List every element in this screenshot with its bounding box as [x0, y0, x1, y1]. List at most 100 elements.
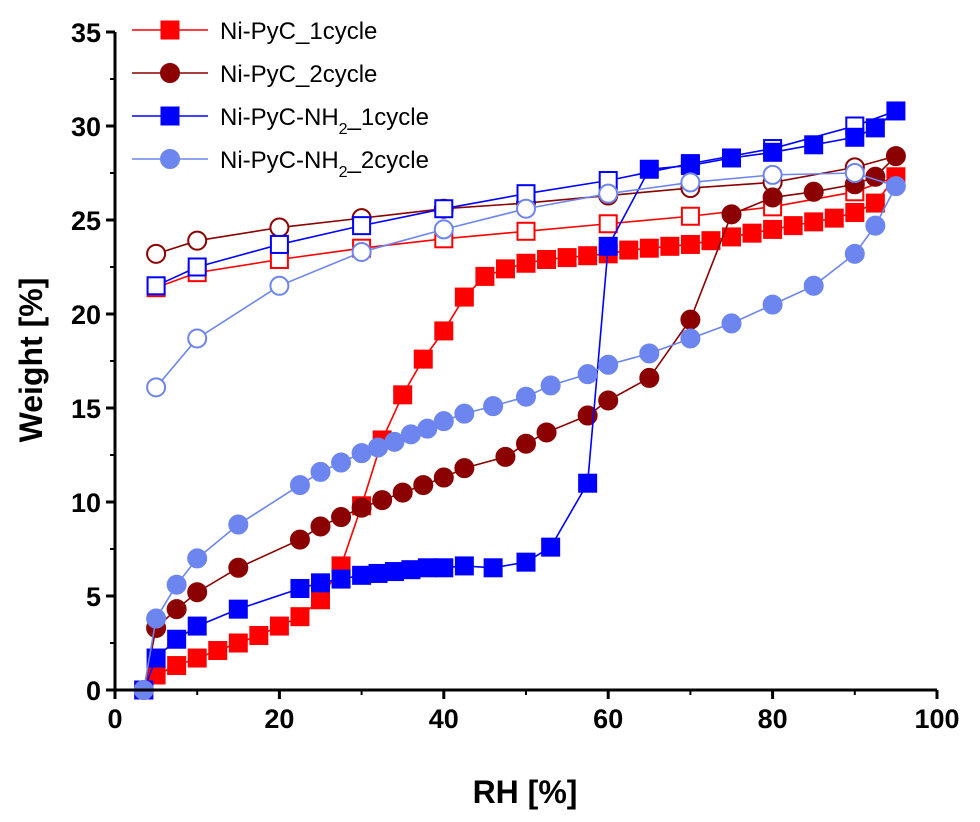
adsorption-point — [454, 458, 475, 479]
adsorption-point — [639, 238, 659, 258]
adsorption-point — [577, 364, 598, 385]
adsorption-point — [680, 155, 700, 175]
adsorption-point — [783, 216, 803, 236]
adsorption-point — [187, 548, 208, 569]
adsorption-point — [803, 181, 824, 202]
adsorption-point — [598, 236, 618, 256]
x-tick-label: 80 — [758, 704, 788, 734]
adsorption-point — [167, 656, 187, 676]
desorption-point — [351, 241, 372, 262]
adsorption-point — [762, 294, 783, 315]
adsorption-point — [454, 287, 474, 307]
adsorption-point — [331, 507, 352, 528]
adsorption-point — [368, 437, 389, 458]
adsorption-point — [413, 349, 433, 369]
legend-label: Ni-PyC_1cycle — [220, 18, 377, 45]
adsorption-point — [516, 552, 536, 572]
series-layer — [133, 101, 906, 700]
adsorption-point — [483, 396, 504, 417]
adsorption-point — [865, 193, 885, 213]
adsorption-point — [824, 208, 844, 228]
adsorption-point — [578, 246, 598, 266]
adsorption-point — [434, 558, 454, 578]
adsorption-point — [844, 243, 865, 264]
adsorption-point — [269, 616, 289, 636]
adsorption-point — [187, 616, 207, 636]
legend: Ni-PyC_1cycle Ni-PyC_2cycle Ni-PyC-NH2_1cy… — [132, 18, 429, 181]
desorption-point — [269, 234, 289, 254]
x-tick-label: 40 — [429, 704, 459, 734]
desorption-point — [434, 199, 454, 219]
adsorption-point — [351, 497, 372, 518]
adsorption-point — [865, 118, 885, 138]
legend-label: Ni-PyC_2cycle — [220, 61, 377, 88]
adsorption-point — [384, 431, 405, 452]
desorption-point — [187, 328, 208, 349]
adsorption-point — [393, 385, 413, 405]
adsorption-point — [577, 405, 598, 426]
desorption-point — [146, 377, 167, 398]
adsorption-point — [413, 475, 434, 496]
desorption-point — [352, 216, 372, 236]
adsorption-point — [208, 641, 228, 661]
adsorption-point — [434, 321, 454, 341]
x-tick-label: 60 — [593, 704, 623, 734]
adsorption-point — [146, 648, 166, 668]
adsorption-line — [143, 110, 897, 691]
adsorption-point — [187, 648, 207, 668]
adsorption-point — [331, 569, 351, 589]
desorption-point — [146, 243, 167, 264]
legend-label: Ni-PyC-NH2_1cycle — [220, 104, 429, 138]
desorption-point — [433, 219, 454, 240]
y-tick-label: 15 — [71, 394, 101, 424]
adsorption-point — [368, 563, 388, 583]
adsorption-point — [742, 223, 762, 243]
desorption-point — [762, 164, 783, 185]
adsorption-point — [516, 386, 536, 407]
desorption-point — [269, 275, 290, 296]
adsorption-point — [289, 529, 310, 550]
adsorption-point — [721, 204, 742, 225]
adsorption-point — [400, 424, 421, 445]
adsorption-point — [885, 176, 906, 197]
y-tick-label: 0 — [86, 676, 101, 706]
adsorption-point — [680, 234, 700, 254]
y-tick-label: 10 — [71, 488, 101, 518]
adsorption-point — [454, 403, 475, 424]
adsorption-point — [536, 422, 557, 443]
legend-item: Ni-PyC_1cycle — [132, 18, 377, 45]
adsorption-point — [763, 219, 783, 239]
x-tick-label: 0 — [107, 704, 122, 734]
x-tick-label: 100 — [914, 704, 959, 734]
desorption-point — [680, 206, 700, 226]
desorption-point — [844, 163, 865, 183]
x-axis-title: RH [%] — [473, 774, 578, 810]
legend-marker — [160, 106, 180, 126]
adsorption-point — [639, 343, 660, 364]
adsorption-point — [483, 558, 503, 578]
adsorption-point — [803, 275, 824, 296]
y-tick-label: 35 — [71, 18, 101, 48]
adsorption-point — [865, 215, 886, 236]
adsorption-point — [578, 473, 598, 493]
adsorption-point — [146, 608, 167, 629]
adsorption-point — [331, 452, 352, 473]
desorption-point — [598, 214, 618, 234]
desorption-point — [187, 257, 207, 277]
adsorption-point — [352, 565, 372, 585]
adsorption-point — [384, 562, 404, 582]
adsorption-point — [540, 375, 561, 396]
series-3 — [133, 163, 906, 700]
adsorption-point — [845, 202, 865, 222]
axes-layer: 0 20 40 60 80 100 0 5 10 15 20 25 30 35 — [71, 18, 960, 734]
adsorption-point — [310, 516, 331, 537]
desorption-point — [269, 217, 290, 238]
adsorption-point — [541, 537, 561, 557]
adsorption-point — [721, 313, 742, 334]
adsorption-point — [660, 236, 680, 256]
adsorption-point — [290, 607, 310, 627]
legend-marker — [160, 149, 180, 169]
adsorption-point — [417, 558, 437, 578]
legend-item: Ni-PyC-NH2_2cycle — [132, 147, 429, 181]
